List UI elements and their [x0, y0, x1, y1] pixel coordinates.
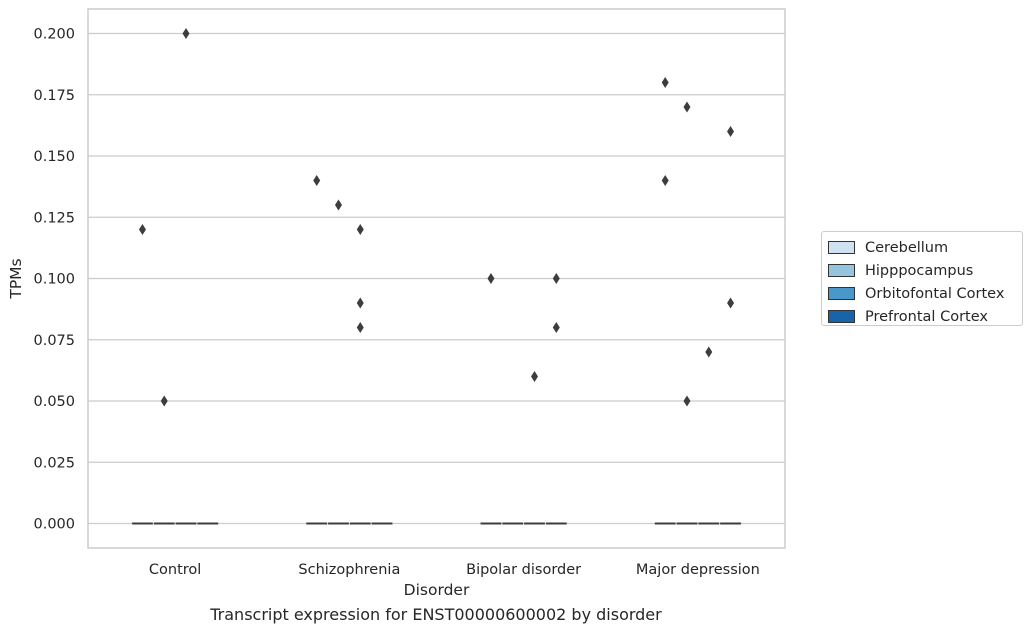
x-axis-label: Disorder: [404, 581, 470, 599]
legend-swatch-hippocampus: [828, 264, 855, 277]
x-tick-label-bipolar-disorder: Bipolar disorder: [466, 562, 581, 578]
outlier-point-bipolar-disorder-prefrontal-cortex: [552, 322, 560, 333]
legend-swatch-orbitofrontal-cortex: [828, 287, 855, 300]
legend-label-cerebellum: Cerebellum: [865, 239, 949, 256]
y-axis-label: TPMs: [7, 258, 25, 299]
y-tick-label: 0.025: [33, 455, 75, 471]
outlier-point-control-orbitofontal-cortex: [182, 28, 190, 39]
outlier-point-major-depression-cerebellum: [661, 77, 669, 88]
outlier-point-major-depression-hipppocampus: [683, 101, 691, 113]
legend-swatch-prefrontal-cortex: [828, 310, 855, 323]
outlier-point-schizophrenia-cerebellum: [313, 175, 321, 186]
y-tick-label: 0.200: [33, 27, 75, 43]
legend-swatch-cerebellum: [828, 241, 855, 254]
outlier-point-schizophrenia-orbitofontal-cortex: [356, 224, 364, 235]
y-tick-label: 0.150: [33, 149, 75, 165]
outlier-point-major-depression-cerebellum: [661, 175, 669, 186]
outlier-point-bipolar-disorder-cerebellum: [487, 273, 495, 284]
x-tick-label-schizophrenia: Schizophrenia: [298, 562, 400, 578]
outlier-point-major-depression-orbitofontal-cortex: [705, 346, 713, 358]
x-tick-label-control: Control: [149, 562, 201, 578]
chart-title: Transcript expression for ENST0000060000…: [210, 605, 662, 624]
outlier-point-major-depression-hipppocampus: [683, 395, 691, 407]
legend: Cerebellum Hipppocampus Orbitofontal Cor…: [821, 231, 1023, 326]
legend-item-hippocampus: Hipppocampus: [828, 259, 1022, 282]
y-tick-label: 0.050: [33, 394, 75, 410]
outlier-point-major-depression-prefrontal-cortex: [727, 297, 735, 309]
y-tick-label: 0.000: [33, 517, 75, 533]
outlier-point-bipolar-disorder-orbitofontal-cortex: [531, 371, 539, 382]
outlier-point-control-cerebellum: [138, 224, 146, 235]
legend-item-prefrontal-cortex: Prefrontal Cortex: [828, 305, 1022, 328]
y-tick-label: 0.175: [33, 88, 75, 104]
y-tick-label: 0.075: [33, 333, 75, 349]
plot-frame: [87, 8, 786, 549]
outlier-point-major-depression-prefrontal-cortex: [727, 126, 735, 137]
x-tick-label-major-depression: Major depression: [636, 562, 760, 578]
y-tick-label: 0.100: [33, 272, 75, 288]
outlier-point-schizophrenia-orbitofontal-cortex: [356, 297, 364, 309]
legend-label-hippocampus: Hipppocampus: [865, 262, 974, 279]
legend-label-orbitofrontal-cortex: Orbitofontal Cortex: [865, 285, 1005, 302]
outlier-point-control-hipppocampus: [160, 395, 168, 407]
outlier-point-bipolar-disorder-prefrontal-cortex: [552, 273, 560, 284]
y-tick-label: 0.125: [33, 210, 75, 226]
legend-item-cerebellum: Cerebellum: [828, 236, 1022, 259]
legend-item-orbitofrontal-cortex: Orbitofontal Cortex: [828, 282, 1022, 305]
outlier-point-schizophrenia-orbitofontal-cortex: [356, 322, 364, 333]
legend-label-prefrontal-cortex: Prefrontal Cortex: [865, 308, 988, 325]
outlier-point-schizophrenia-hipppocampus: [334, 199, 342, 211]
